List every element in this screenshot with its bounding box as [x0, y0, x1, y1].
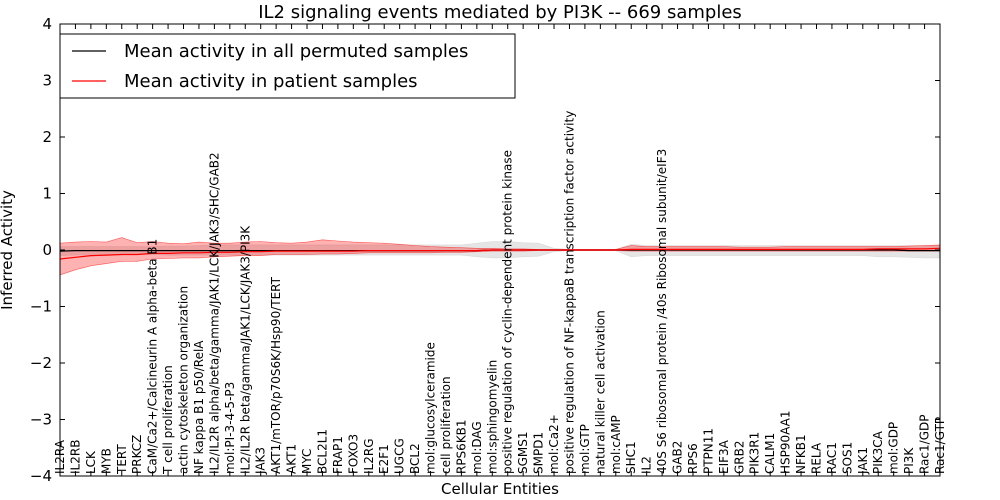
x-tick-label: T cell proliferation [161, 365, 175, 475]
x-tick-label: IL2RA [53, 439, 67, 474]
x-tick-label: SGMS1 [516, 431, 530, 474]
y-tick-label: −1 [30, 298, 52, 316]
x-tick-label: mol:DAG [470, 421, 484, 474]
x-tick-label: mol:sphingomyelin [485, 360, 499, 474]
x-tick-label: BCL2L1 [315, 429, 329, 474]
legend-box [59, 33, 516, 99]
x-tick-label: MYB [99, 448, 113, 474]
x-tick-label: mol:GDP [887, 422, 901, 474]
x-tick-label: IL2 [640, 456, 654, 474]
x-tick-label: LCK [84, 450, 98, 474]
x-tick-label: JAK1 [856, 447, 870, 475]
x-tick-label: E2F1 [377, 444, 391, 474]
x-tick-label: positive regulation of NF-kappaB transcr… [562, 111, 576, 474]
x-tick-label: UGCG [393, 438, 407, 474]
x-tick-label: Rac1/GTP [933, 417, 947, 474]
x-tick-label: JAK3 [254, 447, 268, 475]
x-tick-label: SHC1 [624, 441, 638, 474]
x-tick-label: FRAP1 [331, 436, 345, 474]
x-tick-label: HSP90AA1 [779, 410, 793, 474]
x-tick-label: GAB2 [671, 441, 685, 474]
legend: Mean activity in all permuted samples Me… [59, 33, 516, 99]
x-tick-label: SMPD1 [532, 432, 546, 474]
x-tick-label: GRB2 [732, 440, 746, 474]
line-patient [59, 247, 941, 260]
x-axis-title: Cellular Entities [441, 480, 559, 498]
x-tick-label: CaM/Ca2+/Calcineurin A alpha-beta B1 [146, 239, 160, 474]
x-tick-label: FOXO3 [346, 434, 360, 474]
x-tick-label: mol:GTP [578, 424, 592, 474]
x-tick-label: TERT [115, 444, 129, 475]
x-tick-label: EIF3A [717, 439, 731, 474]
x-tick-label: AKT1 [285, 444, 299, 474]
x-tick-label: PIK3R1 [748, 432, 762, 474]
x-tick-label: natural killer cell activation [593, 310, 607, 474]
x-tick-label: IL2RB [68, 440, 82, 474]
x-tick-label: BCL2 [408, 443, 422, 474]
x-tick-label: AKT1/mTOR/p70S6K/Hsp90/TERT [269, 276, 283, 474]
x-tick-label: cell proliferation [439, 376, 453, 474]
x-tick-label: RPS6 [686, 443, 700, 474]
y-tick-label: 4 [42, 15, 52, 33]
x-tick-label: PI3K [902, 447, 916, 474]
x-tick-label: RAC1 [825, 442, 839, 474]
x-tick-label: mol:Ca2+ [547, 414, 561, 474]
series-lines [59, 247, 941, 260]
x-tick-label: IL2RG [362, 439, 376, 475]
y-tick-label: 1 [42, 185, 52, 203]
x-tick-label: positive regulation of cyclin-dependent … [501, 150, 515, 474]
legend-label-permuted: Mean activity in all permuted samples [124, 41, 468, 62]
x-tick-label: RELA [809, 442, 823, 474]
legend-label-patient: Mean activity in patient samples [124, 71, 418, 92]
x-tick-label: IL2/IL2R alpha/beta/gamma/JAK1/LCK/JAK3/… [207, 152, 221, 474]
x-tick-label: mol:cAMP [609, 415, 623, 474]
x-tick-label: PTPN11 [701, 428, 715, 474]
x-tick-label: PIK3CA [871, 430, 885, 474]
y-tick-label: 0 [42, 241, 52, 259]
y-tick-label: 3 [42, 72, 52, 90]
x-tick-label: IL2/IL2R beta/gamma/JAK1/LCK/JAK3/PI3K [238, 225, 252, 474]
x-tick-label: CALM1 [763, 433, 777, 474]
y-axis-title: Inferred Activity [0, 190, 16, 310]
x-tick-label: actin cytoskeleton organization [177, 286, 191, 474]
x-tick-label: SOS1 [840, 442, 854, 474]
x-tick-label: MYC [300, 449, 314, 474]
x-tick-label: mol:glucosylceramide [424, 342, 438, 474]
x-tick-label: NF kappa B1 p50/RelA [192, 340, 206, 474]
x-tick-label: NFKB1 [794, 434, 808, 474]
y-tick-label: −2 [30, 354, 52, 372]
y-axis: −4 −3 −2 −1 0 1 2 3 4 [30, 15, 940, 485]
x-tick-label: RPS6KB1 [454, 419, 468, 474]
x-axis: IL2RA IL2RB LCK MYB TERT PRKCZ CaM/Ca2+/Calcin… [53, 24, 947, 476]
x-tick-label: mol:PI-3-4-5-P3 [223, 382, 237, 474]
y-tick-label: 2 [42, 128, 52, 146]
x-tick-label: PRKCZ [130, 435, 144, 474]
x-tick-label: Rac1/GDP [918, 415, 932, 474]
y-tick-label: −4 [30, 467, 52, 485]
y-tick-label: −3 [30, 411, 52, 429]
chart-title: IL2 signaling events mediated by PI3K --… [258, 2, 742, 23]
x-tick-label: 40S S6 ribosomal protein /40s Ribosomal … [655, 149, 669, 474]
